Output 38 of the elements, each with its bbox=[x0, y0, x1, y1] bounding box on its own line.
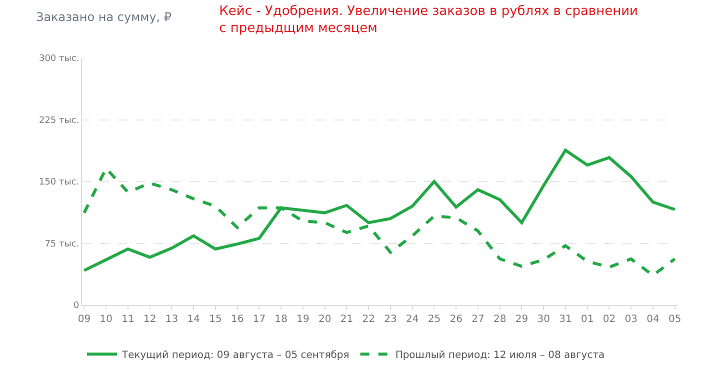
x-tick-label: 12 bbox=[143, 314, 156, 325]
x-tick-label: 10 bbox=[100, 314, 112, 325]
x-tick-label: 11 bbox=[122, 314, 134, 325]
x-tick-label: 17 bbox=[252, 314, 266, 325]
line-series bbox=[82, 148, 676, 272]
x-tick-label: 13 bbox=[165, 314, 178, 325]
x-tick-label: 30 bbox=[537, 314, 550, 325]
x-tick-label: 31 bbox=[559, 314, 572, 325]
x-tick-label: 24 bbox=[406, 314, 419, 325]
x-tick-label: 05 bbox=[668, 314, 682, 325]
x-tick-label: 04 bbox=[646, 314, 660, 325]
y-axis-title: Заказано на сумму, ₽ bbox=[36, 10, 172, 24]
y-tick-label: 0 bbox=[73, 301, 80, 312]
y-tick-label: 225 тыс. bbox=[38, 116, 80, 126]
x-tick-label: 26 bbox=[450, 314, 462, 325]
x-tick-label: 28 bbox=[493, 314, 506, 325]
x-tick-label: 09 bbox=[78, 314, 91, 325]
x-tick-label: 21 bbox=[340, 314, 354, 325]
x-tick-label: 16 bbox=[230, 314, 244, 325]
x-tick-label: 27 bbox=[472, 314, 484, 325]
x-tick-label: 25 bbox=[428, 314, 441, 325]
chart-title: Кейс - Удобрения. Увеличение заказов в рублях в сравнении с предыдщим месяцем bbox=[219, 4, 638, 36]
legend-label: Прошлый период: 12 июля – 08 августа bbox=[395, 350, 605, 361]
x-tick-label: 01 bbox=[580, 314, 594, 325]
x-tick-label: 23 bbox=[384, 314, 397, 325]
x-tick-label: 15 bbox=[209, 314, 222, 325]
y-tick-label: 300 тыс. bbox=[38, 54, 80, 64]
x-tick-label: 22 bbox=[362, 314, 375, 325]
x-tick-label: 29 bbox=[515, 314, 528, 325]
x-tick-label: 19 bbox=[296, 314, 310, 325]
y-tick-label: 75 тыс. bbox=[44, 239, 80, 250]
x-tick-label: 03 bbox=[624, 314, 638, 325]
x-tick-label: 18 bbox=[274, 314, 288, 325]
y-tick-label: 150 тыс. bbox=[38, 178, 80, 188]
x-tick-label: 02 bbox=[602, 314, 616, 325]
x-tick-label: 14 bbox=[187, 314, 200, 325]
legend-label: Текущий период: 09 августа – 05 сентября bbox=[121, 350, 350, 361]
x-tick-label: 20 bbox=[318, 314, 332, 325]
